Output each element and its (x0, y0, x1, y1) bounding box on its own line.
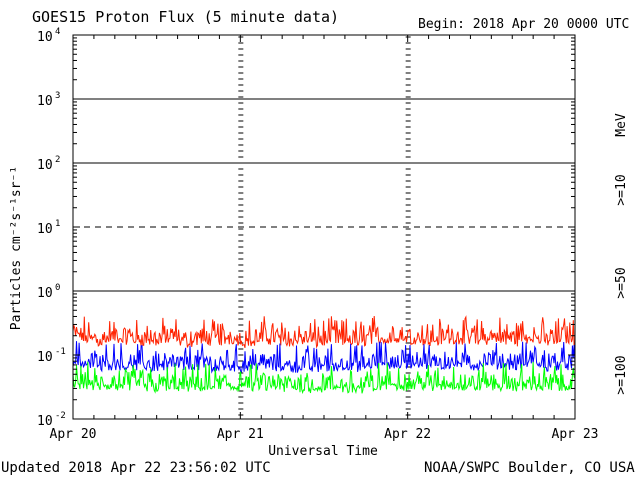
updated-time: Updated 2018 Apr 22 23:56:02 UTC (1, 460, 271, 476)
y-tick-label-exponent: 3 (55, 91, 60, 101)
y-tick-label-base: 10 (37, 350, 53, 365)
legend-label: >=50 (614, 267, 629, 298)
series-layer (72, 315, 576, 395)
series-line-ge10 (72, 315, 576, 349)
y-tick-label-exponent: 1 (55, 219, 60, 229)
x-tick-label: Apr 22 (384, 427, 431, 442)
y-tick-label-exponent: -2 (55, 411, 66, 421)
y-tick-label-exponent: -1 (55, 347, 66, 357)
x-tick-label: Apr 23 (552, 427, 599, 442)
y-tick-label-base: 10 (37, 94, 53, 109)
legend-unit: MeV (614, 113, 629, 137)
y-tick-label-base: 10 (37, 158, 53, 173)
legend-label: >=10 (614, 174, 629, 205)
series-line-ge50 (72, 341, 576, 374)
legend-label: >=100 (614, 355, 629, 394)
begin-time: Begin: 2018 Apr 20 0000 UTC (418, 17, 630, 32)
tick-layer (72, 34, 576, 420)
legend: >=10 >=50 >=100 MeV (614, 113, 629, 394)
y-tick-label-exponent: 0 (55, 283, 60, 293)
x-tick-label: Apr 20 (50, 427, 97, 442)
x-axis-label: Universal Time (268, 444, 378, 459)
credit: NOAA/SWPC Boulder, CO USA (424, 460, 635, 476)
y-tick-label-base: 10 (37, 222, 53, 237)
chart-title: GOES15 Proton Flux (5 minute data) (32, 8, 340, 26)
y-tick-label-base: 10 (37, 414, 53, 429)
y-tick-label-exponent: 2 (55, 155, 60, 165)
y-tick-label-base: 10 (37, 286, 53, 301)
series-line-ge100 (72, 361, 576, 395)
y-tick-label-exponent: 4 (55, 27, 60, 37)
grid-layer (73, 36, 575, 416)
y-tick-label-base: 10 (37, 30, 53, 45)
x-tick-label: Apr 21 (217, 427, 264, 442)
y-axis-label: Particles cm⁻²s⁻¹sr⁻¹ (9, 166, 24, 330)
